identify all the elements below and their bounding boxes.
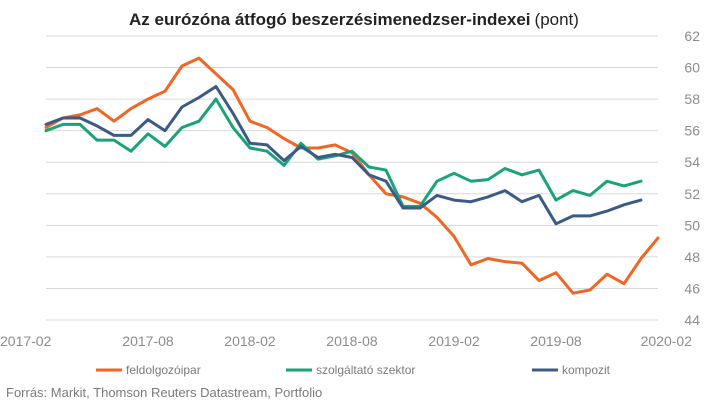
chart-title-main: Az eurózóna átfogó beszerzésimenedzser-i… — [129, 10, 531, 29]
series-line-0 — [44, 56, 660, 295]
legend-label: feldolgozóipar — [126, 363, 201, 377]
legend: feldolgozóipar szolgáltató szektor kompozi… — [96, 363, 611, 377]
x-axis-ticks: 2017-02 2017-08 2018-02 2018-08 2019-02 2019-… — [0, 333, 692, 349]
chart-title: Az eurózóna átfogó beszerzésimenedzser-i… — [129, 10, 579, 29]
y-tick-label: 60 — [684, 60, 700, 76]
legend-label: szolgáltató szektor — [316, 363, 415, 377]
y-tick-label: 46 — [684, 280, 700, 296]
y-tick-label: 62 — [684, 28, 700, 44]
y-tick-label: 58 — [684, 91, 700, 107]
x-tick-label: 2019-08 — [530, 333, 582, 349]
x-tick-label: 2020-02 — [641, 333, 693, 349]
y-tick-label: 52 — [684, 186, 700, 202]
series-line-2 — [44, 85, 643, 226]
y-tick-label: 56 — [684, 123, 700, 139]
series-layer — [44, 56, 660, 295]
y-tick-label: 44 — [684, 312, 700, 328]
source-note: Forrás: Markit, Thomson Reuters Datastre… — [6, 385, 323, 400]
legend-label: kompozit — [562, 363, 611, 377]
y-axis-ticks: 44 46 48 50 52 54 56 58 60 62 — [684, 28, 700, 328]
x-tick-label: 2017-08 — [122, 333, 174, 349]
x-tick-label: 2019-02 — [428, 333, 480, 349]
chart-title-unit: (pont) — [535, 10, 579, 29]
x-tick-label: 2018-08 — [326, 333, 378, 349]
x-tick-label: 2018-02 — [224, 333, 276, 349]
y-tick-label: 54 — [684, 154, 700, 170]
x-tick-label: 2017-02 — [0, 333, 52, 349]
series-line-1 — [44, 97, 643, 208]
y-tick-label: 50 — [684, 217, 700, 233]
gridlines — [46, 35, 658, 321]
y-tick-label: 48 — [684, 249, 700, 265]
